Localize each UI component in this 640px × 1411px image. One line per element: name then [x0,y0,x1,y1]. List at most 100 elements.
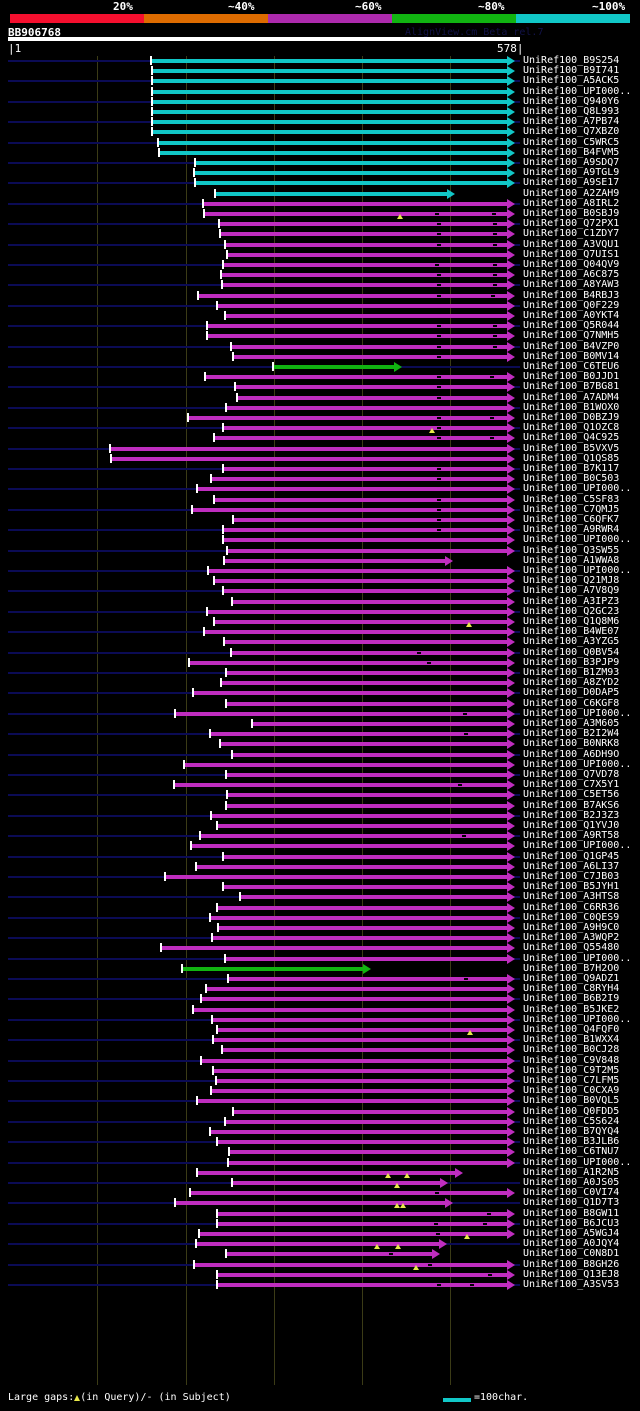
hit-bar[interactable] [208,324,507,328]
hit-row[interactable]: UniRef100_B0NRK8 [0,738,640,749]
hit-bar[interactable] [208,334,507,338]
hit-row[interactable]: UniRef100_C0CXA9 [0,1085,640,1096]
hit-bar[interactable] [191,1191,507,1195]
hit-accession-label[interactable]: UniRef100_C8RYH4 [523,983,620,994]
hit-row[interactable]: UniRef100_Q1D7T3 [0,1197,640,1208]
hit-bar[interactable] [215,436,507,440]
hit-row[interactable]: UniRef100_A3SV53 [0,1279,640,1290]
hit-bar[interactable] [193,508,507,512]
hit-row[interactable]: UniRef100_A3YZG5 [0,636,640,647]
hit-row[interactable]: UniRef100_B5JKE2 [0,1004,640,1015]
hit-bar[interactable] [213,1018,507,1022]
hit-row[interactable]: UniRef100_UPI000.. [0,708,640,719]
hit-accession-label[interactable]: UniRef100_C5ET56 [523,789,620,800]
hit-bar[interactable] [218,1028,507,1032]
hit-bar[interactable] [175,783,507,787]
hit-row[interactable]: UniRef100_Q2GC23 [0,606,640,617]
hit-bar[interactable] [196,161,507,165]
hit-row[interactable]: UniRef100_Q7NMH5 [0,330,640,341]
hit-row[interactable]: UniRef100_B8GW11 [0,1208,640,1219]
hit-row[interactable]: UniRef100_A5WGJ4 [0,1228,640,1239]
hit-row[interactable]: UniRef100_A6LI37 [0,861,640,872]
hit-bar[interactable] [219,926,507,930]
hit-row[interactable]: UniRef100_Q940Y6 [0,96,640,107]
hit-row[interactable]: UniRef100_B2I2W4 [0,728,640,739]
hit-bar[interactable] [200,1232,507,1236]
hit-accession-label[interactable]: UniRef100_B1ZM93 [523,667,620,678]
hit-accession-label[interactable]: UniRef100_B7K117 [523,463,620,474]
hit-row[interactable]: UniRef100_A9TGL9 [0,167,640,178]
hit-row[interactable]: UniRef100_B3PJP9 [0,657,640,668]
hit-row[interactable]: UniRef100_A0JQY4 [0,1238,640,1249]
hit-row[interactable]: UniRef100_A5ACK5 [0,75,640,86]
hit-row[interactable]: UniRef100_A3M605 [0,718,640,729]
hit-bar[interactable] [202,1059,507,1063]
hit-bar[interactable] [211,732,507,736]
hit-row[interactable]: UniRef100_A7V8Q9 [0,585,640,596]
hit-accession-label[interactable]: UniRef100_A0JS05 [523,1177,620,1188]
hit-bar[interactable] [227,406,507,410]
hit-bar[interactable] [217,1079,507,1083]
hit-bar[interactable] [224,589,507,593]
hit-accession-label[interactable]: UniRef100_Q21MJ8 [523,575,620,586]
hit-bar[interactable] [218,304,507,308]
hit-bar[interactable] [211,916,507,920]
hit-bar[interactable] [176,712,507,716]
hit-accession-label[interactable]: UniRef100_B3PJP9 [523,657,620,668]
hit-row[interactable]: UniRef100_B1WXX4 [0,1034,640,1045]
hit-row[interactable]: UniRef100_C5S624 [0,1116,640,1127]
hit-bar[interactable] [234,355,507,359]
hit-bar[interactable] [223,1048,507,1052]
hit-accession-label[interactable]: UniRef100_C6KGF8 [523,698,620,709]
hit-bar[interactable] [224,855,507,859]
hit-accession-label[interactable]: UniRef100_UPI000.. [523,953,632,964]
hit-accession-label[interactable]: UniRef100_C6TEU6 [523,361,620,372]
hit-row[interactable]: UniRef100_UPI000.. [0,86,640,97]
hit-accession-label[interactable]: UniRef100_Q0FDD5 [523,1106,620,1117]
hit-bar[interactable] [226,243,507,247]
hit-bar[interactable] [232,345,507,349]
hit-row[interactable]: UniRef100_B0MV14 [0,351,640,362]
hit-row[interactable]: UniRef100_Q7VD78 [0,769,640,780]
hit-bar[interactable] [228,793,507,797]
hit-row[interactable]: UniRef100_A6C875 [0,269,640,280]
hit-bar[interactable] [153,100,507,104]
hit-accession-label[interactable]: UniRef100_A9H9C0 [523,922,620,933]
hit-bar[interactable] [196,181,507,185]
hit-bar[interactable] [111,447,507,451]
hit-row[interactable]: UniRef100_Q9ADZ1 [0,973,640,984]
hit-accession-label[interactable]: UniRef100_UPI000.. [523,759,632,770]
hit-accession-label[interactable]: UniRef100_Q1GP45 [523,851,620,862]
hit-row[interactable]: UniRef100_A9SDQ7 [0,157,640,168]
hit-bar[interactable] [233,1181,440,1185]
hit-accession-label[interactable]: UniRef100_A7ADM4 [523,392,620,403]
hit-row[interactable]: UniRef100_C9V848 [0,1055,640,1066]
hit-row[interactable]: UniRef100_UPI000.. [0,840,640,851]
hit-bar[interactable] [218,1140,507,1144]
hit-accession-label[interactable]: UniRef100_A9RT58 [523,830,620,841]
hit-accession-label[interactable]: UniRef100_A3SV53 [523,1279,620,1290]
hit-accession-label[interactable]: UniRef100_A9RWR4 [523,524,620,535]
hit-row[interactable]: UniRef100_A9SE17 [0,177,640,188]
hit-row[interactable]: UniRef100_B5VXV5 [0,443,640,454]
hit-accession-label[interactable]: UniRef100_UPI000.. [523,86,632,97]
hit-bar[interactable] [162,946,507,950]
hit-row[interactable]: UniRef100_Q1OZC8 [0,422,640,433]
hit-bar[interactable] [218,1212,507,1216]
hit-row[interactable]: UniRef100_B2J3Z3 [0,810,640,821]
hit-accession-label[interactable]: UniRef100_Q1YVJ0 [523,820,620,831]
hit-accession-label[interactable]: UniRef100_B0JJD1 [523,371,620,382]
hit-bar[interactable] [153,79,507,83]
hit-bar[interactable] [220,222,507,226]
hit-accession-label[interactable]: UniRef100_B6B2I9 [523,993,620,1004]
hit-accession-label[interactable]: UniRef100_Q1D7T3 [523,1197,620,1208]
hit-bar[interactable] [214,1069,507,1073]
hit-bar[interactable] [224,426,507,430]
hit-bar[interactable] [218,1273,507,1277]
hit-row[interactable]: UniRef100_C7QMJ5 [0,504,640,515]
hit-row[interactable]: UniRef100_Q1GP45 [0,851,640,862]
hit-bar[interactable] [218,1222,507,1226]
hit-accession-label[interactable]: UniRef100_B4FVM5 [523,147,620,158]
hit-accession-label[interactable]: UniRef100_Q1Q8M6 [523,616,620,627]
hit-row[interactable]: UniRef100_C6QFK7 [0,514,640,525]
